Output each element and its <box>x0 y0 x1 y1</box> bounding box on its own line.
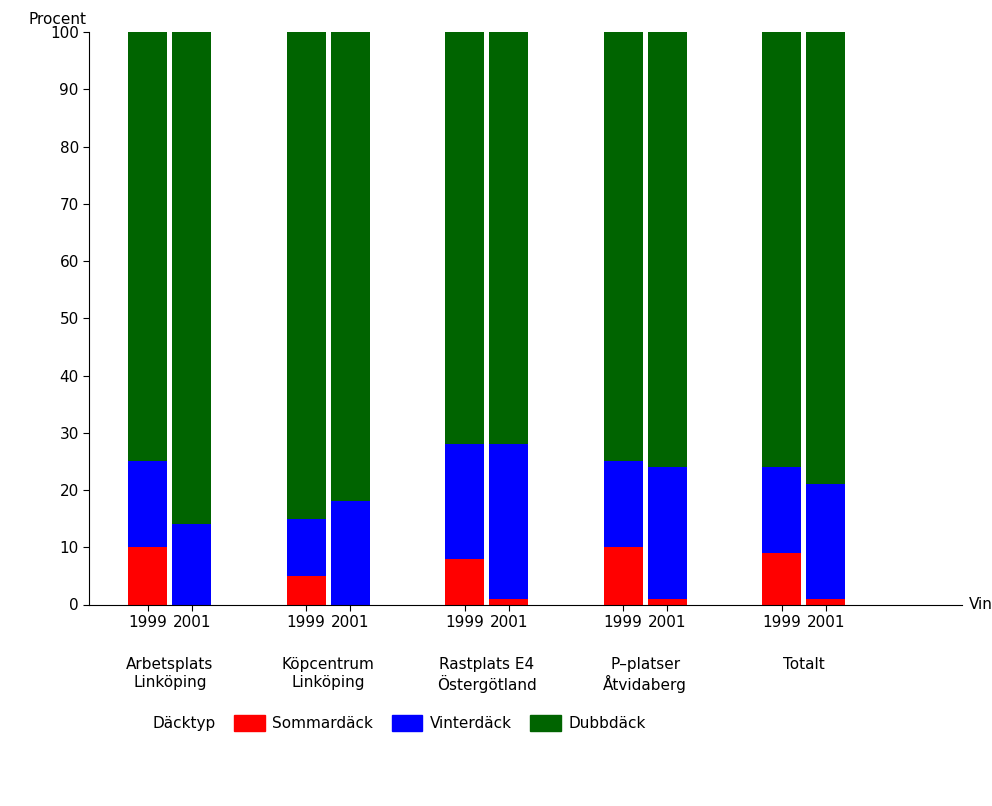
Bar <box>128 547 168 604</box>
Bar <box>287 519 325 575</box>
Bar <box>762 553 802 604</box>
Text: Procent: Procent <box>28 11 86 27</box>
Bar <box>762 467 802 553</box>
Legend: Däcktyp, Sommardäck, Vinterdäck, Dubbdäck: Däcktyp, Sommardäck, Vinterdäck, Dubbdäc… <box>114 715 646 731</box>
Bar <box>445 559 484 604</box>
Text: Vinter: Vinter <box>969 597 992 612</box>
Bar <box>648 599 686 604</box>
Text: P–platser
Åtvidaberg: P–platser Åtvidaberg <box>603 657 687 693</box>
Bar <box>806 484 845 599</box>
Bar <box>648 32 686 467</box>
Text: Totalt: Totalt <box>783 657 824 672</box>
Text: Rastplats E4
Östergötland: Rastplats E4 Östergötland <box>436 657 537 693</box>
Bar <box>806 599 845 604</box>
Bar <box>331 501 370 604</box>
Text: Köpcentrum
Linköping: Köpcentrum Linköping <box>282 657 375 690</box>
Bar <box>604 32 643 461</box>
Bar <box>331 32 370 501</box>
Bar <box>173 32 211 525</box>
Bar <box>489 32 529 444</box>
Text: Arbetsplats
Linköping: Arbetsplats Linköping <box>126 657 213 690</box>
Bar <box>287 32 325 519</box>
Bar <box>128 461 168 547</box>
Bar <box>287 575 325 604</box>
Bar <box>489 444 529 599</box>
Bar <box>128 32 168 461</box>
Bar <box>604 461 643 547</box>
Bar <box>604 547 643 604</box>
Bar <box>445 444 484 559</box>
Bar <box>173 525 211 604</box>
Bar <box>762 32 802 467</box>
Bar <box>445 32 484 444</box>
Bar <box>489 599 529 604</box>
Bar <box>648 467 686 599</box>
Bar <box>806 32 845 484</box>
